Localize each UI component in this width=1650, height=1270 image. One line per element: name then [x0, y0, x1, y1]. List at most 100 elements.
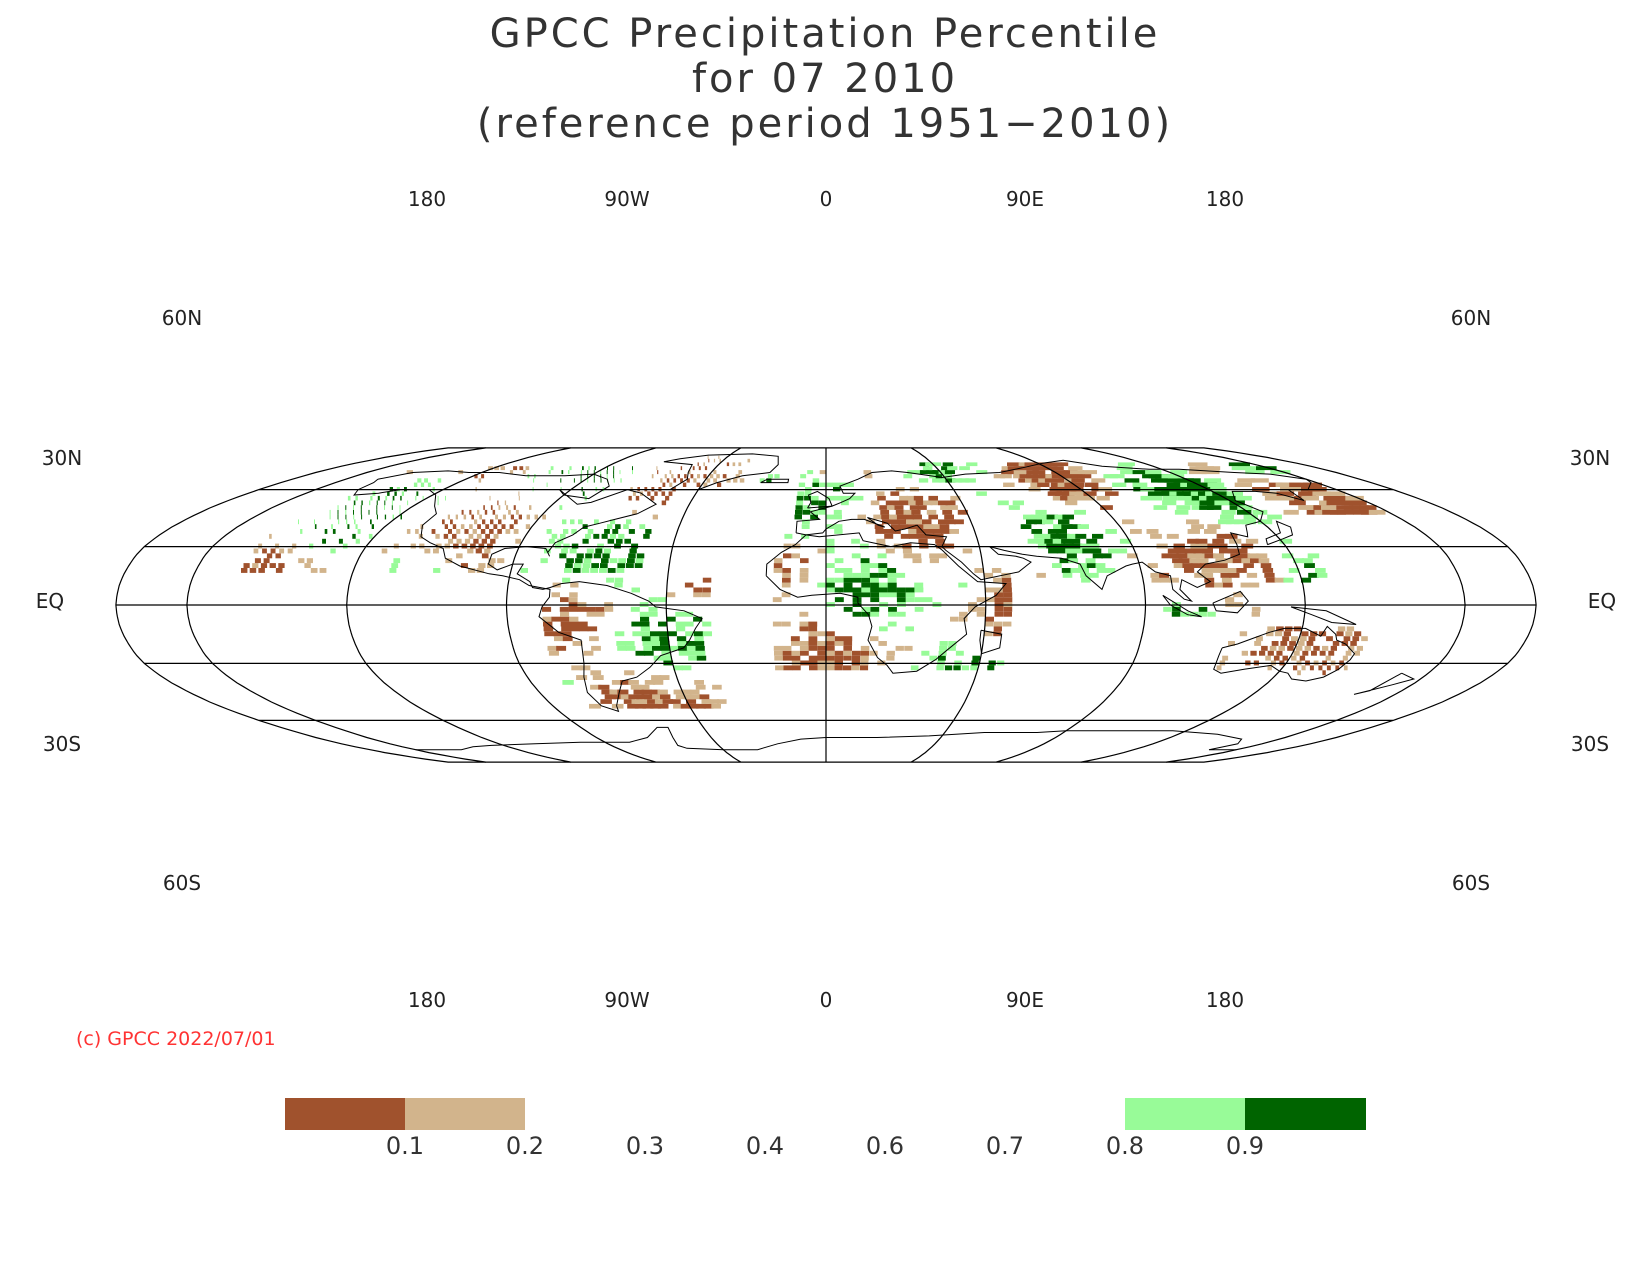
percentile-cell	[642, 703, 654, 709]
percentile-cell	[1265, 655, 1271, 661]
percentile-cell	[1194, 572, 1205, 578]
percentile-cell	[514, 519, 518, 525]
percentile-cell	[1256, 466, 1277, 471]
percentile-cell	[578, 621, 588, 627]
percentile-cell	[1204, 553, 1216, 559]
percentile-cell	[456, 538, 462, 544]
percentile-cell	[522, 470, 526, 475]
percentile-cell	[593, 470, 595, 475]
percentile-cell	[843, 636, 853, 642]
percentile-cell	[703, 462, 705, 467]
percentile-cell	[906, 495, 916, 501]
percentile-cell	[958, 478, 970, 483]
percentile-cell	[329, 509, 331, 515]
percentile-cell	[1288, 568, 1300, 573]
percentile-cell	[985, 616, 994, 622]
percentile-cell	[945, 500, 956, 506]
percentile-cell	[513, 505, 516, 510]
percentile-cell	[666, 592, 676, 598]
percentile-cell	[1058, 533, 1070, 539]
percentile-cell	[585, 533, 591, 539]
percentile-cell	[834, 568, 844, 573]
percentile-cell	[857, 514, 866, 520]
percentile-cell	[616, 641, 626, 646]
percentile-cell	[905, 597, 915, 603]
percentile-cell	[590, 568, 598, 573]
percentile-cell	[800, 474, 807, 479]
percentile-cell	[792, 665, 801, 671]
percentile-cell	[775, 665, 784, 671]
percentile-cell	[417, 478, 422, 483]
percentile-cell	[886, 655, 895, 661]
percentile-cell	[993, 626, 1002, 632]
percentile-cell	[1035, 509, 1047, 515]
percentile-cell	[620, 680, 631, 685]
percentile-cell	[659, 675, 670, 680]
percentile-cell	[1146, 529, 1159, 534]
percentile-cell	[347, 495, 351, 501]
percentile-cell	[1289, 482, 1308, 487]
percentile-cell	[941, 529, 951, 534]
percentile-cell	[1062, 491, 1075, 496]
percentile-cell	[657, 703, 669, 709]
percentile-cell	[481, 474, 485, 479]
colorbar-swatch-very-dry	[285, 1098, 405, 1130]
percentile-cell	[826, 645, 835, 651]
percentile-cell	[799, 645, 809, 651]
percentile-cell	[985, 597, 995, 603]
percentile-cell	[1056, 529, 1067, 534]
percentile-cell	[601, 689, 613, 695]
percentile-cell	[1235, 495, 1252, 501]
percentile-cell	[609, 689, 621, 695]
percentile-cell	[834, 650, 844, 656]
percentile-cell	[732, 462, 736, 467]
percentile-cell	[1220, 572, 1231, 578]
percentile-cell	[651, 474, 654, 479]
percentile-cell	[338, 519, 340, 525]
percentile-cell	[885, 500, 895, 506]
percentile-cell	[1252, 509, 1268, 515]
percentile-cell	[1001, 466, 1014, 471]
percentile-cell	[1161, 553, 1173, 559]
percentile-cell	[1241, 558, 1252, 564]
percentile-cell	[1059, 558, 1070, 564]
percentile-cell	[834, 655, 844, 661]
percentile-cell	[1070, 470, 1084, 475]
percentile-cell	[994, 587, 1004, 593]
percentile-cell	[908, 529, 918, 534]
percentile-cell	[619, 470, 621, 475]
percentile-cell	[652, 514, 658, 520]
percentile-cell	[241, 568, 248, 573]
percentile-cell	[1172, 558, 1183, 564]
percentile-cell	[639, 611, 649, 617]
percentile-cell	[392, 514, 394, 520]
percentile-cell	[345, 509, 347, 515]
percentile-cell	[542, 514, 546, 520]
percentile-cell	[942, 509, 953, 515]
percentile-cell	[1226, 519, 1240, 525]
percentile-cell	[494, 466, 499, 471]
map-title-line-1: GPCC Precipitation Percentile	[490, 11, 1161, 57]
percentile-cell	[642, 641, 652, 646]
percentile-cell	[1221, 495, 1237, 501]
percentile-cell	[696, 482, 701, 487]
percentile-cell	[1304, 645, 1311, 651]
percentile-cell	[1227, 548, 1239, 554]
percentile-cell	[1089, 572, 1099, 578]
percentile-cell	[890, 519, 899, 525]
percentile-cell	[1258, 519, 1273, 525]
percentile-cell	[1002, 582, 1012, 588]
percentile-cell	[1222, 655, 1229, 661]
percentile-cell	[689, 689, 700, 695]
percentile-cell	[773, 645, 783, 651]
percentile-cell	[639, 699, 651, 704]
percentile-cell	[1182, 563, 1193, 568]
percentile-cell	[1177, 495, 1192, 501]
percentile-cell	[632, 470, 633, 475]
percentile-cell	[1199, 563, 1211, 568]
percentile-cell	[782, 568, 791, 573]
percentile-cell	[671, 474, 674, 479]
percentile-cell	[1191, 524, 1204, 529]
percentile-cell	[702, 631, 712, 637]
percentile-cell	[456, 553, 463, 559]
